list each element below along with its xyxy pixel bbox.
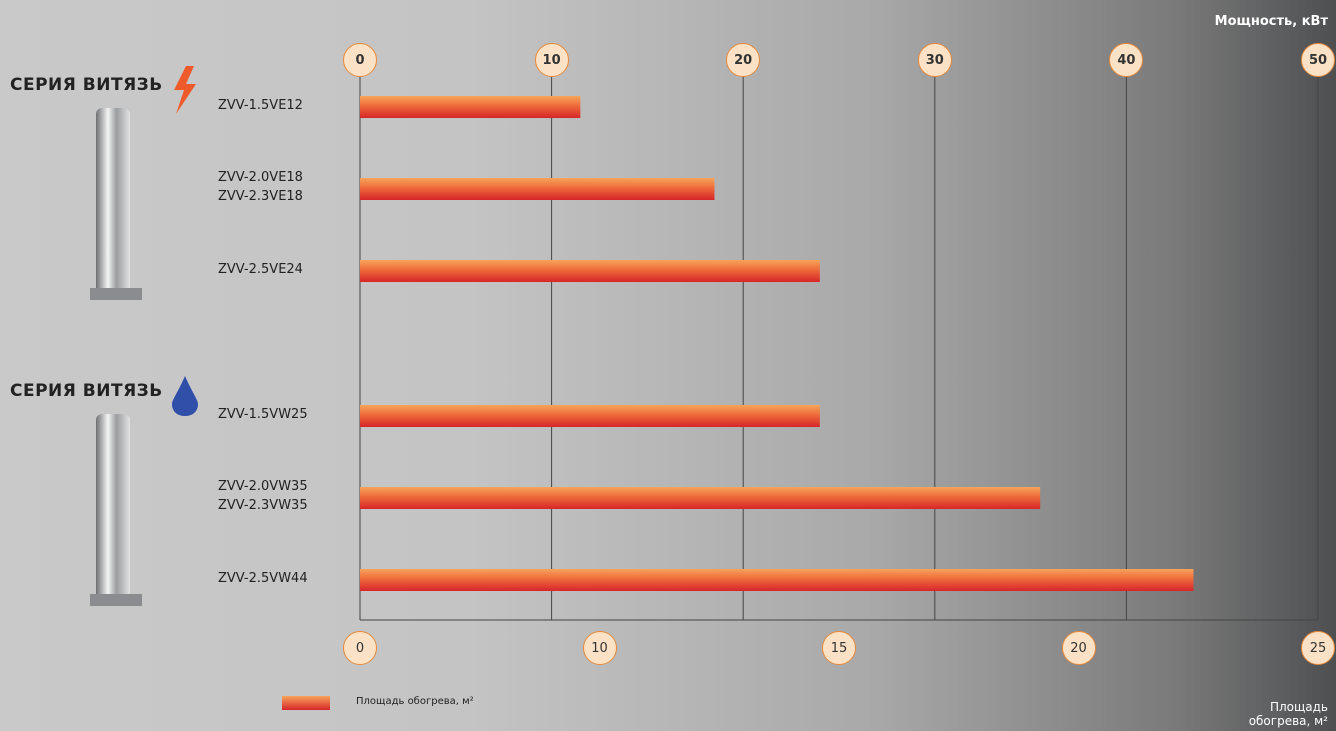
x-tick-label: 50 bbox=[1301, 43, 1335, 77]
x2-axis-title: Площадь обогрева, м² bbox=[1248, 700, 1328, 728]
category-label: ZVV-1.5VE12 bbox=[218, 97, 303, 113]
x2-tick-label: 0 bbox=[343, 631, 377, 665]
category-label: ZVV-2.0VW35 ZVV-2.3VW35 bbox=[218, 479, 308, 513]
x-axis-title: Мощность, кВт bbox=[1214, 14, 1328, 29]
category-label: ZVV-2.5VW44 bbox=[218, 570, 308, 586]
bar bbox=[360, 569, 1194, 591]
bar bbox=[360, 178, 715, 200]
x-tick-label: 20 bbox=[726, 43, 761, 77]
bar bbox=[360, 487, 1041, 509]
x-tick-label: 40 bbox=[1109, 43, 1144, 77]
bar bbox=[360, 405, 820, 427]
group-label: СЕРИЯ ВИТЯЗЬ bbox=[10, 381, 163, 401]
category-label: ZVV-2.5VE24 bbox=[218, 261, 303, 277]
x2-tick-label: 25 bbox=[1301, 631, 1335, 665]
category-label: ZVV-1.5VW25 bbox=[218, 406, 308, 422]
x2-tick-label: 20 bbox=[1061, 631, 1096, 665]
lightning-icon bbox=[174, 66, 196, 114]
legend-label: Площадь обогрева, м² bbox=[356, 696, 474, 707]
x2-tick-label: 10 bbox=[582, 631, 617, 665]
heater-icon bbox=[90, 108, 142, 606]
bar bbox=[360, 260, 820, 282]
bar bbox=[360, 96, 581, 118]
x-tick-label: 10 bbox=[534, 43, 569, 77]
drop-icon bbox=[172, 376, 198, 416]
x-tick-label: 0 bbox=[343, 43, 377, 77]
x2-tick-label: 15 bbox=[822, 631, 856, 665]
category-label: ZVV-2.0VE18 ZVV-2.3VE18 bbox=[218, 170, 303, 204]
x-tick-label: 30 bbox=[917, 43, 952, 77]
legend-swatch bbox=[282, 696, 330, 710]
group-label: СЕРИЯ ВИТЯЗЬ bbox=[10, 75, 163, 95]
